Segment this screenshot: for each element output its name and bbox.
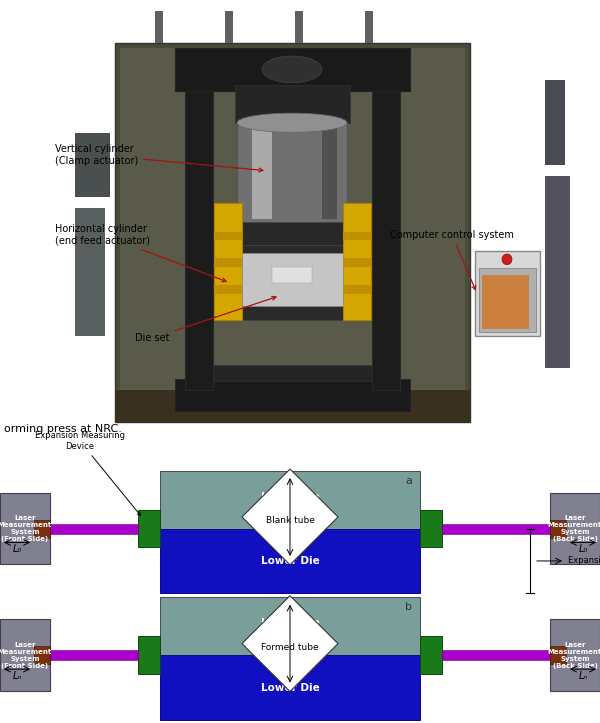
Bar bbox=[295, 11, 303, 43]
Bar bbox=[550, 646, 566, 664]
Text: Computer control system: Computer control system bbox=[390, 230, 514, 290]
Text: Laser
Measurement
System
(Front Side): Laser Measurement System (Front Side) bbox=[0, 515, 52, 542]
Bar bbox=[420, 510, 442, 547]
Bar bbox=[442, 650, 550, 660]
Bar bbox=[343, 231, 371, 240]
Bar bbox=[482, 275, 529, 329]
Bar bbox=[420, 636, 442, 674]
Bar bbox=[550, 620, 600, 691]
Text: Upper Die: Upper Die bbox=[260, 618, 319, 628]
Bar bbox=[160, 597, 420, 655]
Ellipse shape bbox=[262, 56, 322, 82]
Text: Lₙ: Lₙ bbox=[13, 671, 22, 681]
Bar bbox=[322, 128, 337, 219]
Bar bbox=[115, 43, 470, 422]
Bar bbox=[34, 646, 50, 664]
Bar bbox=[237, 123, 347, 224]
Bar bbox=[442, 523, 550, 534]
Text: orming press at NRC.: orming press at NRC. bbox=[4, 424, 122, 434]
Bar bbox=[214, 285, 242, 294]
Text: a: a bbox=[405, 476, 412, 486]
Bar bbox=[235, 85, 350, 123]
Text: Laser
Measurement
System
(Back Side): Laser Measurement System (Back Side) bbox=[548, 515, 600, 542]
Bar bbox=[195, 365, 390, 381]
Bar bbox=[242, 253, 343, 307]
Bar bbox=[220, 246, 365, 320]
Bar bbox=[50, 523, 138, 534]
Bar bbox=[214, 231, 242, 240]
Ellipse shape bbox=[237, 113, 347, 132]
Bar bbox=[220, 222, 365, 246]
Bar bbox=[75, 208, 105, 336]
Text: Expansion Length: Expansion Length bbox=[568, 557, 600, 565]
Bar bbox=[545, 176, 570, 368]
Text: Vertical cylinder
(Clamp actuator): Vertical cylinder (Clamp actuator) bbox=[55, 144, 263, 172]
Circle shape bbox=[502, 254, 512, 265]
Text: Upper Die: Upper Die bbox=[260, 492, 319, 502]
Bar bbox=[475, 251, 540, 336]
Bar bbox=[343, 202, 371, 320]
Text: Horizontal cylinder
(end feed actuator): Horizontal cylinder (end feed actuator) bbox=[55, 224, 226, 282]
Bar bbox=[550, 520, 566, 537]
Bar bbox=[115, 390, 470, 422]
Bar bbox=[138, 510, 160, 547]
Bar bbox=[155, 11, 163, 43]
Bar bbox=[343, 285, 371, 294]
Bar bbox=[138, 636, 160, 674]
Bar bbox=[545, 80, 565, 166]
Polygon shape bbox=[242, 469, 338, 565]
Text: Lower Die: Lower Die bbox=[260, 556, 319, 566]
Bar bbox=[343, 258, 371, 267]
Bar bbox=[34, 520, 50, 537]
Text: b: b bbox=[405, 602, 412, 612]
Bar bbox=[479, 268, 536, 332]
Bar bbox=[160, 655, 420, 720]
Bar bbox=[252, 128, 272, 219]
Bar bbox=[160, 471, 420, 529]
Text: Formed tube: Formed tube bbox=[261, 643, 319, 652]
Bar bbox=[120, 48, 465, 416]
Bar bbox=[272, 267, 312, 283]
Text: L₀: L₀ bbox=[13, 544, 22, 555]
Text: Expansion Measuring
Device: Expansion Measuring Device bbox=[35, 432, 140, 515]
Bar bbox=[214, 202, 242, 320]
Text: Die set: Die set bbox=[135, 296, 276, 343]
Bar bbox=[214, 258, 242, 267]
Bar bbox=[225, 11, 233, 43]
Bar bbox=[0, 492, 50, 565]
Bar bbox=[175, 379, 410, 411]
Bar bbox=[0, 620, 50, 691]
Text: Laser
Measurement
System
(Front Side): Laser Measurement System (Front Side) bbox=[0, 642, 52, 669]
Text: Lₙ: Lₙ bbox=[578, 671, 587, 681]
Text: Blank tube: Blank tube bbox=[266, 516, 314, 526]
Bar bbox=[175, 48, 410, 90]
Bar bbox=[365, 11, 373, 43]
Bar bbox=[550, 492, 600, 565]
Polygon shape bbox=[242, 596, 338, 691]
Bar bbox=[50, 650, 138, 660]
Text: L₀: L₀ bbox=[578, 544, 587, 555]
Bar bbox=[185, 69, 213, 390]
Bar bbox=[160, 529, 420, 594]
Bar bbox=[75, 134, 110, 197]
Bar bbox=[372, 69, 400, 390]
Text: Lower Die: Lower Die bbox=[260, 683, 319, 693]
Text: Laser
Measurement
System
(Back Side): Laser Measurement System (Back Side) bbox=[548, 642, 600, 669]
